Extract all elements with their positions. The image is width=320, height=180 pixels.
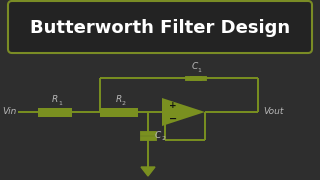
Text: 2: 2 bbox=[161, 136, 165, 141]
Bar bbox=[38, 107, 72, 116]
Text: −: − bbox=[169, 114, 177, 124]
Text: R: R bbox=[52, 95, 58, 104]
Text: 2: 2 bbox=[122, 101, 126, 106]
Polygon shape bbox=[162, 98, 205, 126]
Polygon shape bbox=[141, 167, 155, 176]
Text: Butterworth Filter Design: Butterworth Filter Design bbox=[30, 19, 290, 37]
Text: 1: 1 bbox=[58, 101, 62, 106]
Text: C: C bbox=[192, 62, 198, 71]
Text: 1: 1 bbox=[197, 68, 201, 73]
Text: C: C bbox=[155, 132, 161, 141]
Bar bbox=[100, 107, 138, 116]
Text: +: + bbox=[169, 102, 177, 111]
Text: Vin: Vin bbox=[3, 107, 17, 116]
FancyBboxPatch shape bbox=[8, 1, 312, 53]
Text: R: R bbox=[116, 95, 122, 104]
Text: Vout: Vout bbox=[263, 107, 284, 116]
